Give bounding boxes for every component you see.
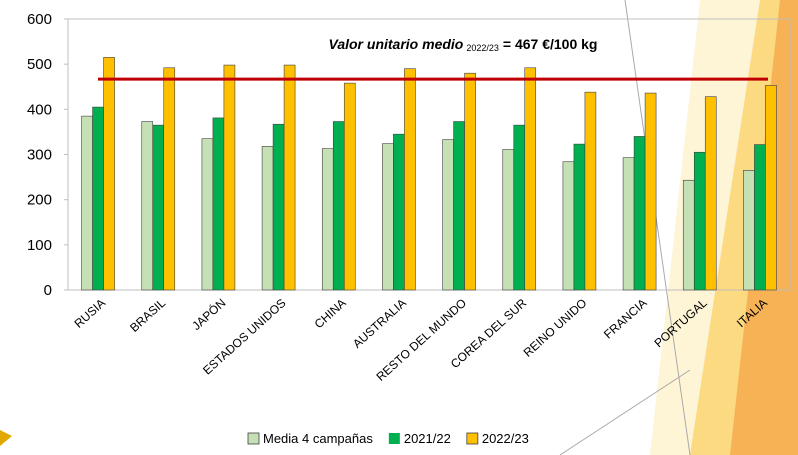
bar [513, 124, 526, 291]
bar [442, 139, 454, 291]
bar [283, 64, 296, 291]
x-tick-label: BRASIL [127, 296, 168, 335]
bar [141, 121, 154, 291]
bar [502, 149, 515, 291]
legend-swatch [247, 432, 260, 445]
y-tick-label: 400 [27, 101, 52, 118]
bar [524, 67, 537, 291]
bar [92, 106, 104, 291]
bar [321, 148, 334, 291]
bar [201, 138, 214, 291]
reference-label-sub: 2022/23 [466, 43, 499, 53]
bar [453, 121, 465, 291]
bar [332, 121, 345, 291]
bar [404, 68, 416, 291]
y-tick-label: 300 [27, 147, 52, 164]
bar [81, 115, 93, 291]
y-tick-label: 200 [27, 192, 52, 209]
reference-label: Valor unitario medio 2022/23 = 467 €/100 k… [329, 36, 598, 53]
legend-label: 2022/23 [482, 431, 529, 446]
bar [644, 92, 657, 291]
bar [343, 82, 356, 291]
bar [163, 67, 176, 291]
legend-label: Media 4 campañas [263, 431, 373, 446]
legend-swatch [466, 432, 479, 445]
reference-label-tail: = 467 €/100 kg [503, 36, 598, 52]
bar [693, 151, 706, 291]
bar [223, 64, 236, 291]
legend-swatch [388, 433, 400, 444]
x-tick-label: AUSTRALIA [350, 296, 409, 351]
reference-label-main: Valor unitario medio [329, 36, 464, 52]
bar [562, 161, 575, 291]
x-tick-label: REINO UNIDO [521, 296, 590, 360]
bar [765, 85, 777, 291]
bar [704, 96, 717, 291]
x-tick-label: JAPÓN [189, 295, 229, 333]
y-tick-label: 100 [27, 237, 52, 254]
bar [633, 136, 646, 291]
y-tick-label: 600 [27, 11, 52, 28]
bar [622, 157, 635, 291]
bar [152, 124, 165, 291]
bar [103, 57, 115, 291]
bar [382, 143, 394, 291]
bar [573, 143, 586, 291]
bar [584, 91, 597, 291]
bar [464, 72, 476, 291]
legend-label: 2021/22 [404, 431, 451, 446]
x-tick-label: FRANCIA [601, 296, 650, 342]
y-tick-label: 500 [27, 56, 52, 73]
bar [743, 170, 755, 291]
x-tick-label: RUSIA [71, 296, 108, 331]
bar [212, 117, 225, 291]
bar [261, 146, 274, 291]
y-tick-label: 0 [44, 282, 52, 299]
bar [393, 133, 405, 291]
x-tick-label: CHINA [312, 296, 349, 331]
bar [754, 144, 766, 291]
bar [272, 123, 285, 291]
bar [682, 179, 695, 291]
